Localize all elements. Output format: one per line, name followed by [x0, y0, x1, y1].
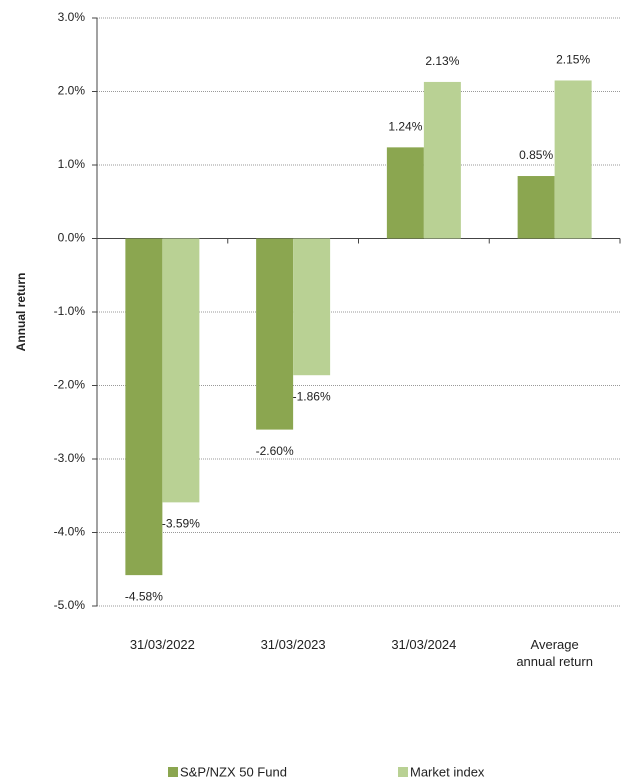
- x-tick-label: 31/03/2023: [260, 637, 326, 652]
- y-tick-label: -3.0%: [54, 451, 86, 465]
- y-tick-label: 3.0%: [58, 10, 86, 24]
- bar: [125, 238, 163, 576]
- bar: [293, 238, 331, 376]
- legend-label: S&P/NZX 50 Fund: [180, 764, 287, 779]
- value-label: -3.59%: [162, 517, 200, 531]
- legend-label: Market index: [410, 764, 485, 779]
- value-label: 1.24%: [388, 120, 422, 134]
- bar: [554, 80, 592, 239]
- bar: [517, 176, 555, 239]
- bar: [423, 81, 461, 239]
- value-label: 0.85%: [519, 148, 553, 162]
- y-tick-label: 0.0%: [58, 231, 86, 245]
- y-tick-label: -5.0%: [54, 598, 86, 612]
- y-tick-label: 1.0%: [58, 157, 86, 171]
- x-tick-label: 31/03/2022: [129, 637, 195, 652]
- y-tick-label: -1.0%: [54, 304, 86, 318]
- x-tick-label: 31/03/2024: [391, 637, 457, 652]
- value-label: 2.13%: [425, 54, 459, 68]
- y-axis-label: Annual return: [14, 273, 28, 352]
- value-label: -1.86%: [293, 389, 331, 403]
- bar: [162, 238, 200, 503]
- y-tick-label: 2.0%: [58, 84, 86, 98]
- legend-swatch: [168, 767, 178, 777]
- y-tick-label: -4.0%: [54, 525, 86, 539]
- value-label: 2.15%: [556, 53, 590, 67]
- x-tick-label: Average annual return: [516, 637, 593, 669]
- value-label: -4.58%: [125, 589, 163, 603]
- bar: [256, 238, 294, 430]
- value-label: -2.60%: [256, 444, 294, 458]
- bar: [386, 147, 424, 239]
- legend-swatch: [398, 767, 408, 777]
- y-tick-label: -2.0%: [54, 378, 86, 392]
